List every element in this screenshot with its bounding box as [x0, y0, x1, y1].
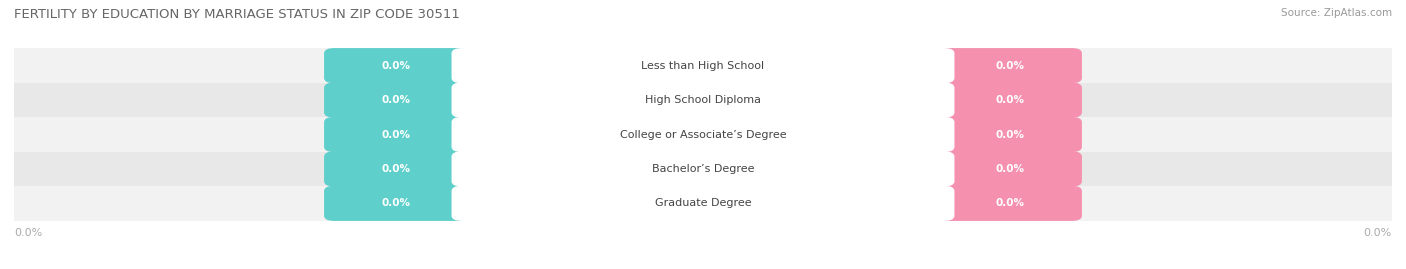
FancyBboxPatch shape	[323, 117, 468, 152]
Text: FERTILITY BY EDUCATION BY MARRIAGE STATUS IN ZIP CODE 30511: FERTILITY BY EDUCATION BY MARRIAGE STATU…	[14, 8, 460, 21]
Text: 0.0%: 0.0%	[995, 198, 1024, 208]
FancyBboxPatch shape	[451, 48, 955, 83]
Text: 0.0%: 0.0%	[382, 129, 411, 140]
Text: 0.0%: 0.0%	[1364, 228, 1392, 238]
Text: 0.0%: 0.0%	[995, 95, 1024, 105]
FancyBboxPatch shape	[451, 117, 955, 152]
Text: 0.0%: 0.0%	[382, 61, 411, 71]
Text: College or Associate’s Degree: College or Associate’s Degree	[620, 129, 786, 140]
Text: 0.0%: 0.0%	[995, 164, 1024, 174]
Text: Graduate Degree: Graduate Degree	[655, 198, 751, 208]
Text: 0.0%: 0.0%	[382, 95, 411, 105]
Bar	[14, 152, 1392, 186]
Text: High School Diploma: High School Diploma	[645, 95, 761, 105]
Bar	[14, 83, 1392, 117]
Text: 0.0%: 0.0%	[382, 164, 411, 174]
FancyBboxPatch shape	[451, 151, 955, 186]
Bar	[14, 186, 1392, 221]
FancyBboxPatch shape	[938, 186, 1083, 221]
FancyBboxPatch shape	[323, 151, 468, 186]
Text: Less than High School: Less than High School	[641, 61, 765, 71]
FancyBboxPatch shape	[451, 83, 955, 118]
FancyBboxPatch shape	[323, 83, 468, 118]
FancyBboxPatch shape	[938, 151, 1083, 186]
FancyBboxPatch shape	[938, 83, 1083, 118]
Bar	[14, 48, 1392, 83]
Text: Source: ZipAtlas.com: Source: ZipAtlas.com	[1281, 8, 1392, 18]
Text: 0.0%: 0.0%	[995, 129, 1024, 140]
FancyBboxPatch shape	[451, 186, 955, 221]
FancyBboxPatch shape	[938, 117, 1083, 152]
FancyBboxPatch shape	[938, 48, 1083, 83]
Text: 0.0%: 0.0%	[14, 228, 42, 238]
Text: 0.0%: 0.0%	[382, 198, 411, 208]
Text: 0.0%: 0.0%	[995, 61, 1024, 71]
FancyBboxPatch shape	[323, 48, 468, 83]
Text: Bachelor’s Degree: Bachelor’s Degree	[652, 164, 754, 174]
FancyBboxPatch shape	[323, 186, 468, 221]
Bar	[14, 117, 1392, 152]
